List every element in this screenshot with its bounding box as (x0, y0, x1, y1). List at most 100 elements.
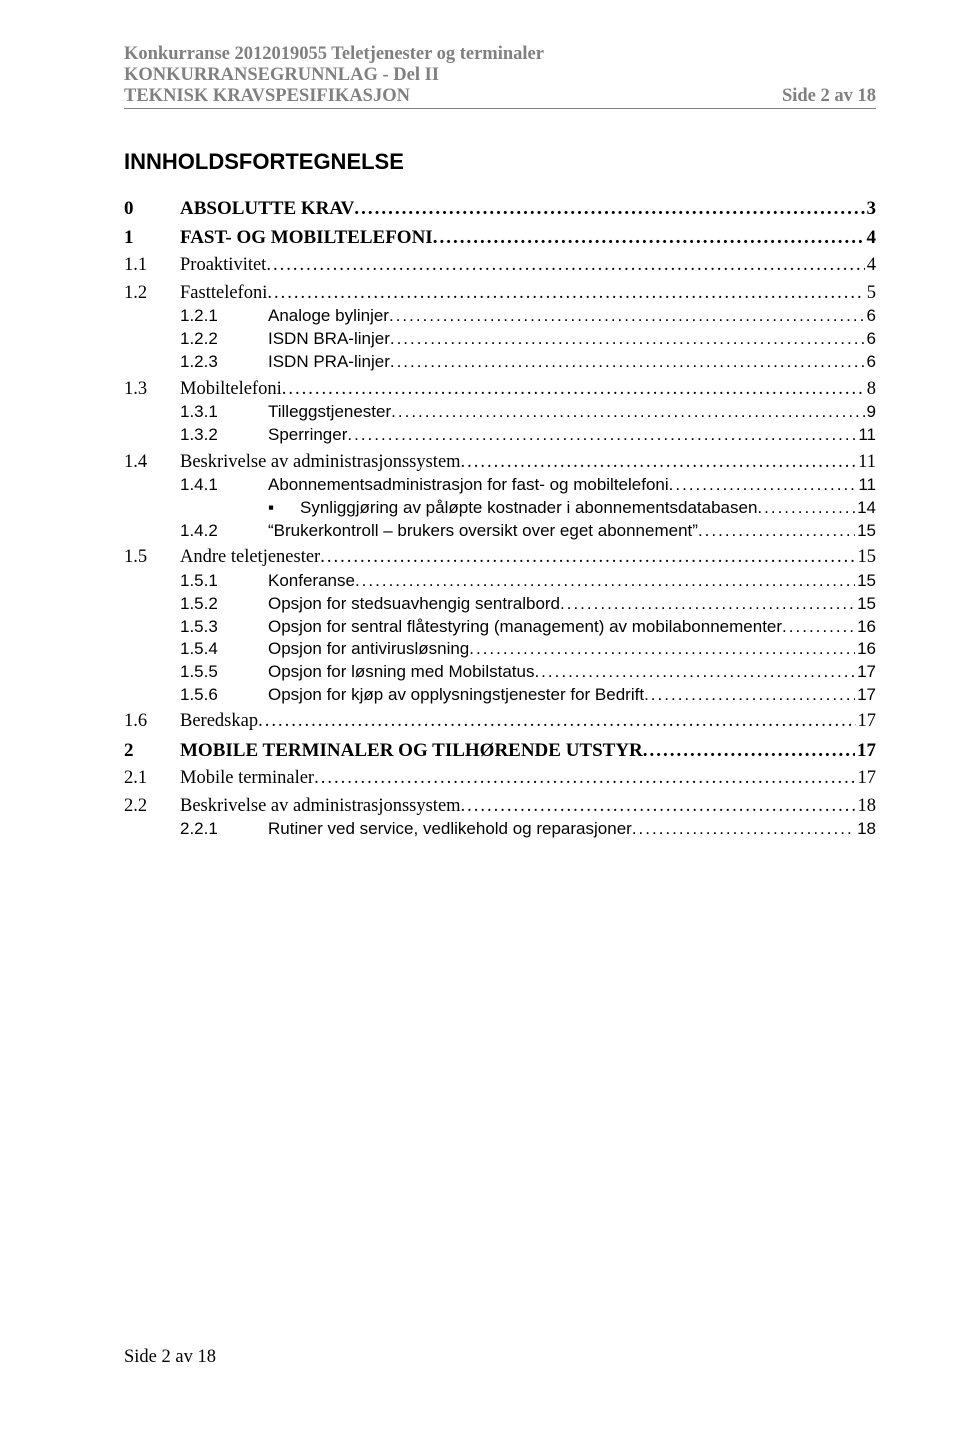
toc-row: 1.1Proaktivitet 4 (124, 254, 876, 277)
toc-row: 1.2.2ISDN BRA-linjer 6 (180, 329, 876, 350)
toc-text: ISDN PRA-linjer (268, 352, 390, 373)
toc-leader-dots (347, 425, 856, 446)
toc-text: Opsjon for stedsuavhengig sentralbord (268, 594, 560, 615)
toc-number: 1.5.5 (180, 662, 268, 683)
toc-leader-dots (534, 662, 855, 683)
toc-row: 1.5.6Opsjon for kjøp av opplysningstjene… (180, 685, 876, 706)
toc-leader-dots (320, 546, 855, 569)
toc-page-number: 9 (865, 402, 876, 423)
toc-text: Abonnementsadministrasjon for fast- og m… (268, 475, 669, 496)
toc-page-number: 3 (865, 197, 877, 220)
toc-leader-dots (390, 352, 865, 373)
toc-page-number: 8 (865, 378, 876, 401)
toc-text: Rutiner ved service, vedlikehold og repa… (268, 819, 632, 840)
toc-row: 1.2.1Analoge bylinjer 6 (180, 306, 876, 327)
toc-number: ▪ (268, 498, 300, 519)
toc-page-number: 11 (856, 425, 876, 446)
toc-leader-dots (469, 639, 855, 660)
toc-leader-dots (669, 475, 857, 496)
toc-page-number: 15 (856, 546, 877, 569)
toc-number: 1.1 (124, 254, 180, 277)
toc-page-number: 18 (856, 795, 877, 818)
toc-number: 0 (124, 197, 180, 220)
toc-text: Synliggjøring av påløpte kostnader i abo… (300, 498, 757, 519)
toc-row: 1.3.1Tilleggstjenester 9 (180, 402, 876, 423)
toc-leader-dots (266, 254, 864, 277)
page-title: INNHOLDSFORTEGNELSE (124, 149, 876, 175)
toc-number: 1.3 (124, 378, 180, 401)
toc-row: 1.4Beskrivelse av administrasjonssystem … (124, 451, 876, 474)
toc-page-number: 4 (865, 254, 876, 277)
toc-text: Konferanse (268, 571, 355, 592)
toc-number: 1.4.2 (180, 521, 268, 542)
toc-page-number: 4 (865, 226, 877, 249)
toc-row: 1.4.2“Brukerkontroll – brukers oversikt … (180, 521, 876, 542)
toc-page-number: 16 (855, 617, 876, 638)
toc-page-number: 17 (856, 767, 877, 790)
toc-leader-dots (461, 451, 857, 474)
document-page: Konkurranse 2012019055 Teletjenester og … (0, 0, 960, 1430)
toc-page-number: 6 (865, 352, 876, 373)
toc-leader-dots (644, 685, 855, 706)
toc-page-number: 17 (855, 739, 876, 762)
toc-page-number: 15 (855, 594, 876, 615)
toc-row: 2.2Beskrivelse av administrasjonssystem … (124, 795, 876, 818)
toc-leader-dots (390, 329, 865, 350)
toc-number: 1.3.2 (180, 425, 268, 446)
toc-row: 2MOBILE TERMINALER OG TILHØRENDE UTSTYR … (124, 739, 876, 762)
toc-page-number: 6 (865, 306, 876, 327)
page-footer: Side 2 av 18 (124, 1347, 216, 1368)
toc-number: 2.2 (124, 795, 180, 818)
toc-number: 2 (124, 739, 180, 762)
toc-text: Andre teletjenester (180, 546, 320, 569)
toc-number: 1.4.1 (180, 475, 268, 496)
toc-row: 1FAST- OG MOBILTELEFONI 4 (124, 226, 876, 249)
toc-text: Proaktivitet (180, 254, 266, 277)
toc-leader-dots (632, 819, 855, 840)
toc-text: FAST- OG MOBILTELEFONI (180, 226, 433, 249)
header-line-2: KONKURRANSEGRUNNLAG - Del II (124, 65, 876, 86)
toc-text: Opsjon for sentral flåtestyring (managem… (268, 617, 782, 638)
toc-leader-dots (355, 571, 855, 592)
toc-number: 1 (124, 226, 180, 249)
toc-page-number: 17 (856, 710, 877, 733)
toc-row: 1.4.1Abonnementsadministrasjon for fast-… (180, 475, 876, 496)
toc-number: 1.2.1 (180, 306, 268, 327)
toc-number: 1.4 (124, 451, 180, 474)
toc-number: 1.2.3 (180, 352, 268, 373)
toc-row: 1.5Andre teletjenester 15 (124, 546, 876, 569)
toc-page-number: 5 (865, 282, 876, 305)
header-page-label: Side 2 av 18 (782, 86, 876, 107)
toc-number: 1.3.1 (180, 402, 268, 423)
toc-page-number: 15 (855, 521, 876, 542)
toc-row: 1.5.1Konferanse 15 (180, 571, 876, 592)
toc-number: 1.5.3 (180, 617, 268, 638)
toc-row: 0ABSOLUTTE KRAV 3 (124, 197, 876, 220)
toc-row: 1.3Mobiltelefoni 8 (124, 378, 876, 401)
page-header: Konkurranse 2012019055 Teletjenester og … (124, 44, 876, 109)
toc-number: 2.2.1 (180, 819, 268, 840)
toc-leader-dots (461, 795, 856, 818)
toc-page-number: 16 (855, 639, 876, 660)
toc-text: Opsjon for antivirusløsning (268, 639, 469, 660)
header-row-3: TEKNISK KRAVSPESIFIKASJON Side 2 av 18 (124, 86, 876, 109)
toc-row: 1.5.2Opsjon for stedsuavhengig sentralbo… (180, 594, 876, 615)
toc-text: Opsjon for kjøp av opplysningstjenester … (268, 685, 644, 706)
toc-text: ABSOLUTTE KRAV (180, 197, 354, 220)
toc-leader-dots (314, 767, 855, 790)
toc-leader-dots (698, 521, 855, 542)
toc-text: Mobiltelefoni (180, 378, 282, 401)
toc-leader-dots (391, 402, 864, 423)
toc-text: Sperringer (268, 425, 347, 446)
table-of-contents: 0ABSOLUTTE KRAV 3 1FAST- OG MOBILTELEFONI… (124, 197, 876, 840)
toc-page-number: 6 (865, 329, 876, 350)
toc-row: 1.3.2Sperringer 11 (180, 425, 876, 446)
toc-leader-dots (643, 739, 855, 762)
toc-text: Beskrivelse av administrasjonssystem (180, 795, 461, 818)
toc-number: 1.2 (124, 282, 180, 305)
toc-leader-dots (354, 197, 864, 220)
toc-number: 1.5.2 (180, 594, 268, 615)
toc-leader-dots (267, 282, 864, 305)
toc-text: ISDN BRA-linjer (268, 329, 390, 350)
toc-leader-dots (560, 594, 855, 615)
